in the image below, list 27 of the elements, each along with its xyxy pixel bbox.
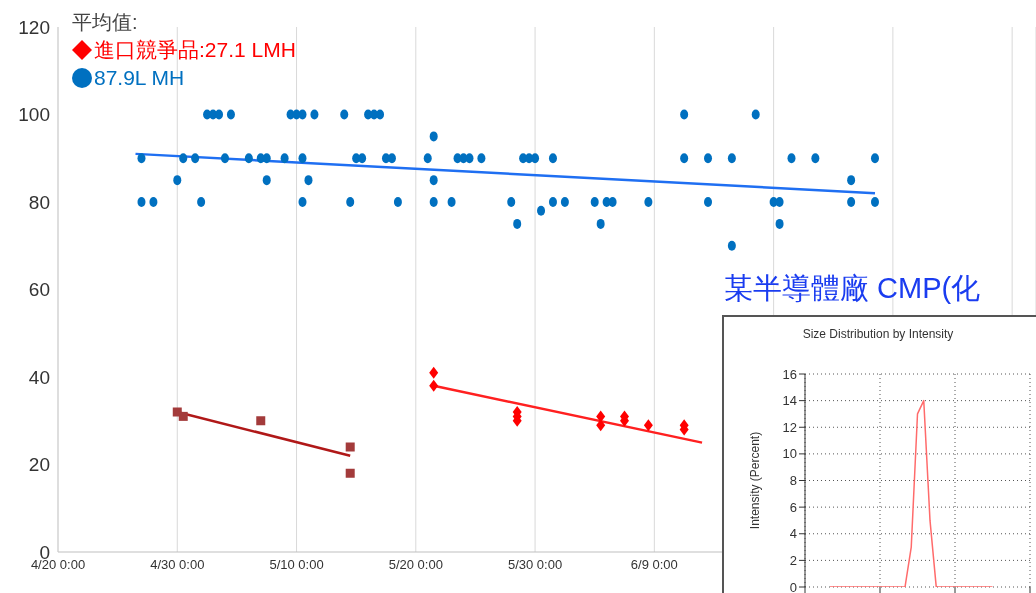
chart-title: 某半導體廠 CMP(化	[724, 271, 981, 306]
legend-label: 87.9L MH	[94, 65, 185, 91]
y-tick-label: 120	[18, 16, 50, 38]
y-tick-label: 14	[782, 393, 797, 409]
y-tick-label: 4	[789, 526, 797, 542]
legend-label: 進口競爭品:27.1 LMH	[94, 37, 296, 63]
x-tick-label: 5/30 0:00	[507, 557, 563, 573]
y-tick-label: 6	[789, 499, 797, 515]
y-tick-label: 0	[789, 579, 797, 593]
y-tick-label: 8	[789, 473, 797, 489]
x-tick-label: 4/30 0:00	[150, 557, 205, 573]
y-tick-label: 40	[28, 366, 50, 388]
y-tick-label: 2	[789, 552, 797, 568]
y-tick-label: 10	[782, 446, 797, 462]
y-tick-label: 80	[28, 191, 50, 213]
y-tick-label: 100	[18, 104, 50, 126]
line-series	[829, 399, 994, 587]
legend-title: 平均值:	[72, 10, 139, 35]
x-tick-label: 5/10 0:00	[269, 557, 324, 573]
chart-subtitle: Size Distribution by Intensity	[801, 327, 955, 341]
y-axis-title: Intensity (Percent)	[748, 431, 763, 530]
y-tick-label: 20	[28, 454, 50, 476]
y-tick-label: 60	[28, 279, 50, 301]
x-tick-label: 5/20 0:00	[388, 557, 443, 573]
x-tick-label: 6/9 0:00	[630, 557, 678, 573]
y-tick-label: 12	[782, 419, 797, 435]
y-tick-label: 16	[782, 366, 797, 382]
